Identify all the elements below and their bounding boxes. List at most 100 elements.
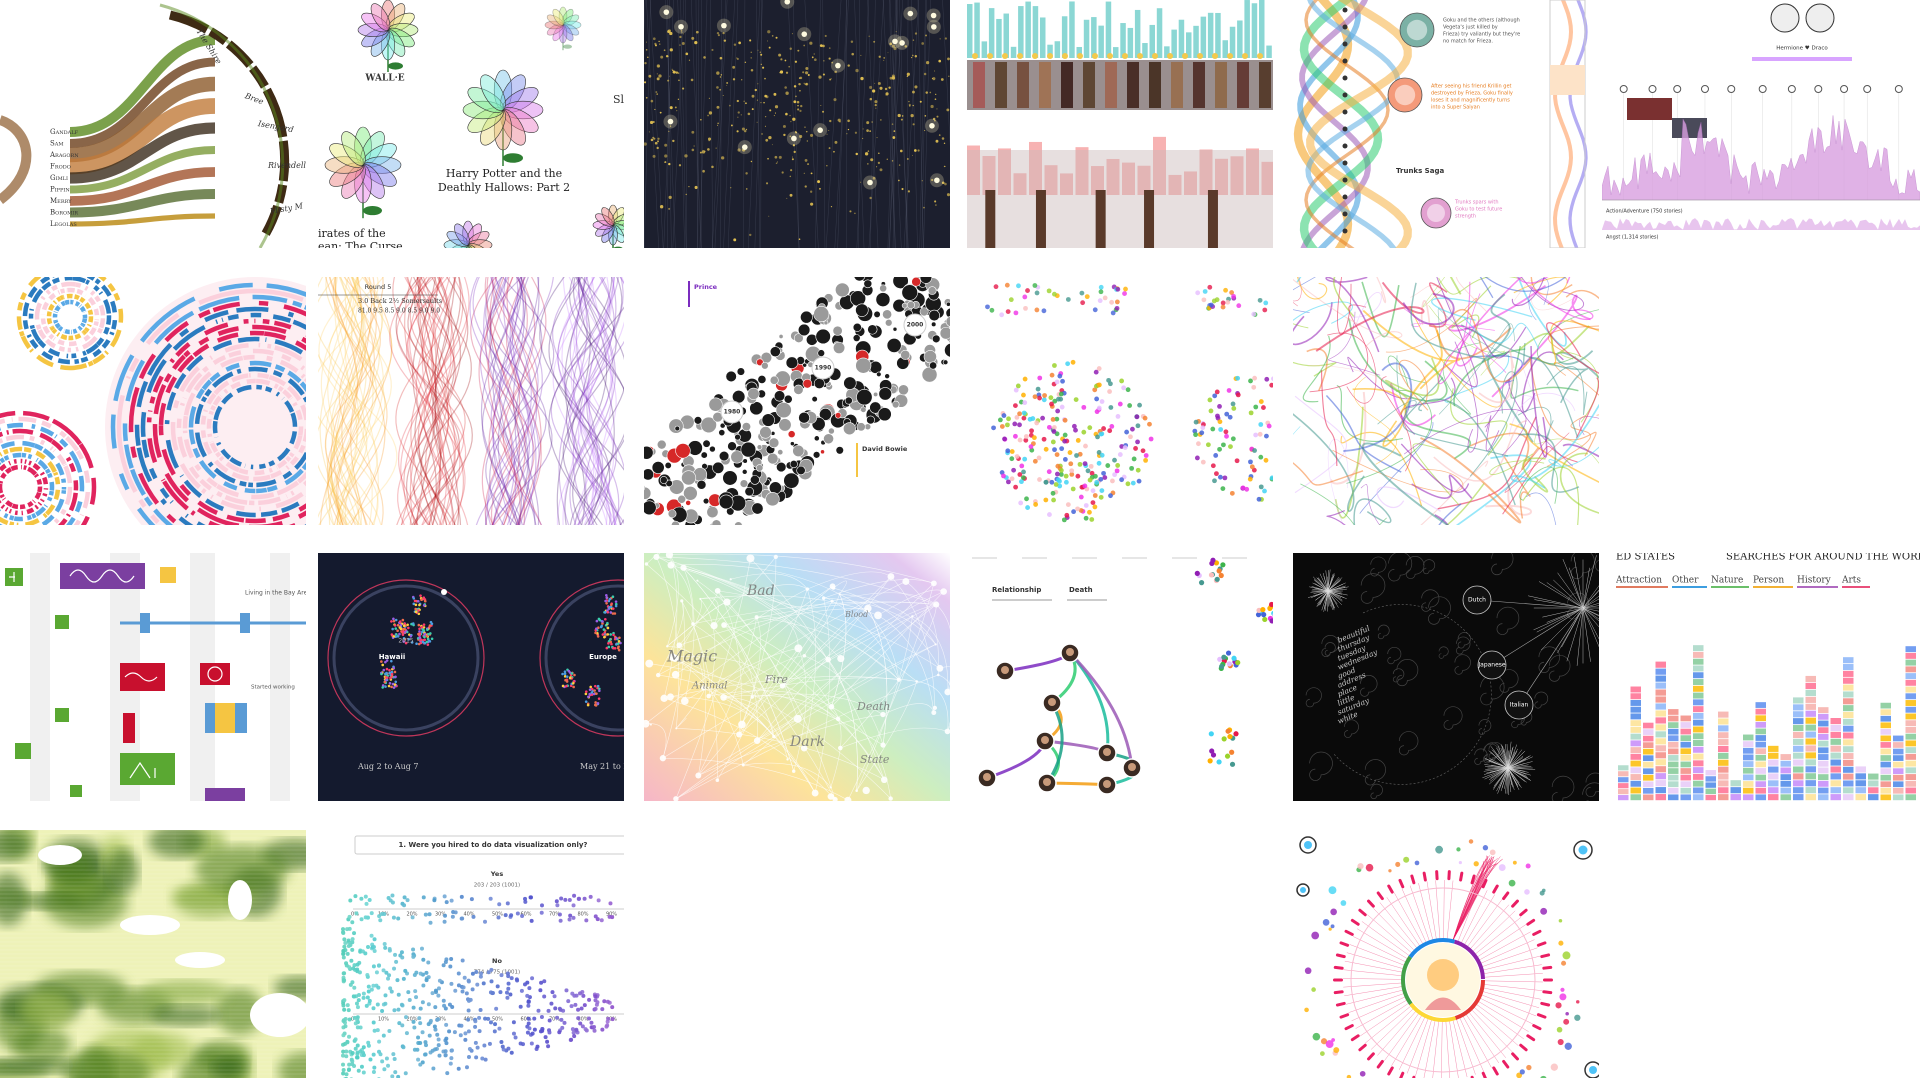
ray [1327,590,1333,610]
petal [562,14,580,27]
gallery-tile[interactable]: 1. Were you hired to do data visualizati… [318,830,624,1078]
ribbon [492,277,524,525]
response-dot [381,968,386,973]
marker [1047,53,1053,59]
response-dot [569,1004,574,1009]
gallery-tile[interactable] [967,277,1273,525]
node [772,734,776,739]
link [827,659,858,791]
gallery-tile[interactable]: Bad Blood Magic Animal Fire Death Dark State [644,553,950,801]
node [660,694,668,702]
bar [1246,148,1259,195]
stroke [1450,388,1508,456]
gallery-tile[interactable]: Goku and the others (although Vegeta's ju… [1293,0,1599,248]
photo-dot [417,623,421,627]
star [716,124,719,126]
gallery-tile[interactable]: Living in the Bay Area Started working [0,553,306,801]
bar-segment [1655,724,1666,731]
dot [1201,297,1207,303]
node [786,758,789,761]
star [668,130,670,133]
ribbon [512,277,540,525]
photo-dot [568,676,572,680]
response-dot [466,1054,471,1059]
pill [1542,965,1553,970]
gallery-tile[interactable] [1293,830,1599,1078]
response-dot [475,982,480,987]
ray [1506,767,1509,794]
response-dot [432,898,437,903]
stroke [1485,415,1500,452]
node [821,596,826,600]
star [780,58,783,61]
person-face [1001,666,1009,674]
dot [1078,508,1084,513]
gallery-tile[interactable] [0,830,306,1078]
category-underline [1753,586,1793,588]
dot [1224,433,1229,439]
bar-segment [1793,745,1804,752]
pill [1344,929,1354,936]
star [939,38,941,40]
ribbon [325,277,378,525]
bar-segment [1780,767,1791,774]
gallery-tile[interactable]: 2015 Hawaii Europe Aug 2 to Aug 7 May 21 to … [318,553,624,801]
bubble [700,451,708,459]
gallery-tile[interactable] [644,0,950,248]
gallery-tile[interactable]: WALL·E Harry Potter and the Deathly Hallow… [318,0,624,248]
bar-segment [1893,774,1904,781]
gallery-tile[interactable]: Relationship Death [967,553,1273,801]
icon [129,761,156,779]
bar-segment [1843,664,1854,671]
bar-segment [1843,787,1854,794]
response-dot [366,944,371,949]
star [938,59,942,63]
node [828,703,835,710]
arc [110,282,306,525]
pill [1536,1013,1547,1019]
ray [1327,590,1331,607]
gallery-tile[interactable]: 1980 1990 2000 Prince David Bowie [644,277,950,525]
arc [176,348,306,506]
star [721,156,725,160]
gallery-tile[interactable]: Dutch Japanese Italian beautiful thursday tue… [1293,553,1599,801]
stroke [1293,277,1316,314]
bar-segment [1755,728,1766,735]
gallery-tile[interactable]: Gandalf Sam Aragorn Frodo Gimli Pippin Merry Bo… [0,0,306,248]
gallery-tile[interactable]: Hermione ♥ Draco Action/Adventure (750 st… [1602,0,1920,248]
link [674,598,702,659]
bubble [923,350,937,364]
response-dot [352,1015,357,1020]
ribbon [486,277,539,525]
star [847,119,850,123]
star [924,115,927,117]
ring [539,579,624,737]
pill [1335,1001,1346,1007]
bar-segment [1680,715,1691,722]
thread [942,0,950,145]
photo-dot [383,680,387,684]
bubble [843,376,857,390]
star [741,79,743,81]
dot [1021,410,1027,416]
response-dot [463,1037,468,1042]
gallery-tile[interactable] [0,277,306,525]
gallery-tile[interactable]: Round 5 3.0 Back 2½ Somersaults 81.0 9.5 8… [318,277,624,525]
link [698,644,936,776]
response-dot [486,1016,491,1021]
photo-dot [570,672,574,675]
link [1452,862,1493,941]
outer-dot [1458,861,1462,865]
label: Dark [789,734,825,750]
gallery-tile[interactable] [967,0,1273,248]
response-dot [488,1020,493,1025]
bright-star [930,12,937,19]
arc [182,354,306,500]
gallery-tile[interactable] [1293,277,1599,525]
dot [1034,420,1040,426]
spoke [1463,894,1496,946]
ribbon [492,277,536,525]
response-dot [383,993,388,998]
gallery-tile[interactable]: ED STATES SEARCHES FOR AROUND THE WORL Att… [1616,553,1920,801]
dot [1005,309,1011,314]
